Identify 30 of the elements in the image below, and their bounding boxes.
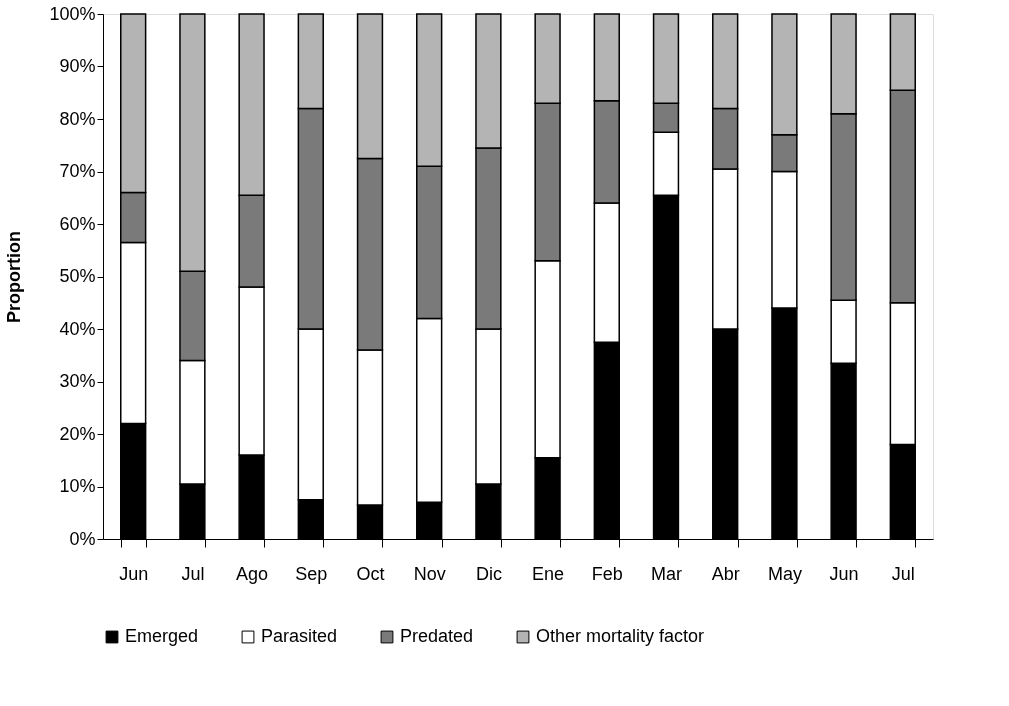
legend-label: Parasited [261,626,338,646]
y-tick-label: 30% [59,371,96,391]
x-tick-label: Sep [295,563,328,584]
x-tick-label: Mar [651,563,683,584]
y-tick-label: 70% [59,161,96,181]
y-tick-label: 60% [59,213,96,234]
y-tick-label: 80% [59,108,96,129]
y-tick-label: 10% [59,476,96,496]
y-tick-label: 20% [59,423,96,444]
legend-label: Other mortality factor [536,626,705,646]
x-tick-label: May [767,563,802,584]
x-tick-label: Oct [356,563,385,584]
x-tick-label: Nov [413,563,446,584]
y-tick-label: 0% [69,528,96,549]
x-tick-label: Jul [891,563,915,584]
x-tick-label: Ene [532,563,565,584]
x-tick-label: Jun [829,563,859,584]
x-tick-label: Jun [119,563,149,584]
y-tick-label: 50% [59,266,96,286]
legend-label: Emerged [125,626,199,646]
x-tick-label: Dic [475,563,502,584]
y-tick-label: 100% [49,3,96,24]
y-tick-label: 40% [59,318,96,339]
x-tick-label: Jul [181,563,205,584]
x-tick-label: Feb [591,563,623,584]
x-tick-label: Ago [236,563,269,584]
x-tick-label: Abr [711,563,740,584]
legend-label: Predated [400,626,474,646]
y-tick-label: 90% [59,56,96,76]
y-axis-title: Proportion [4,231,25,323]
